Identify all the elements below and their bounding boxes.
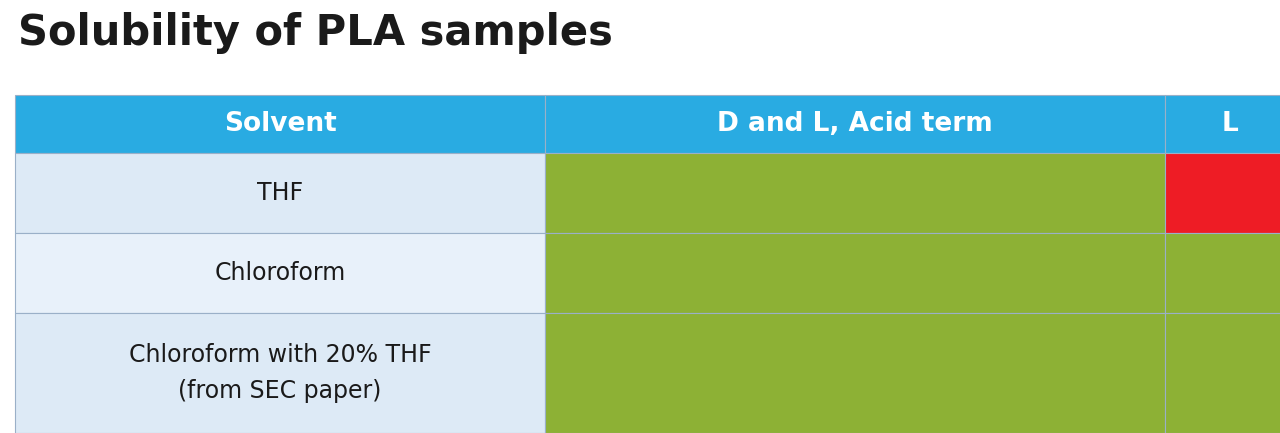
Bar — [15, 313, 545, 433]
Bar — [15, 95, 545, 153]
Bar — [1165, 233, 1280, 313]
Text: Chloroform with 20% THF
(from SEC paper): Chloroform with 20% THF (from SEC paper) — [129, 343, 431, 403]
Text: L: L — [1221, 111, 1238, 137]
Text: Solvent: Solvent — [224, 111, 337, 137]
Text: Chloroform: Chloroform — [214, 261, 346, 285]
Bar — [545, 233, 1165, 313]
Text: Solubility of PLA samples: Solubility of PLA samples — [18, 12, 613, 54]
Text: THF: THF — [257, 181, 303, 205]
Bar — [15, 153, 545, 233]
Text: D and L, Acid term: D and L, Acid term — [717, 111, 993, 137]
Bar — [545, 153, 1165, 233]
Bar — [545, 95, 1165, 153]
Bar — [15, 233, 545, 313]
Bar — [1165, 153, 1280, 233]
Bar — [545, 313, 1165, 433]
Bar — [1165, 313, 1280, 433]
Bar — [1165, 95, 1280, 153]
